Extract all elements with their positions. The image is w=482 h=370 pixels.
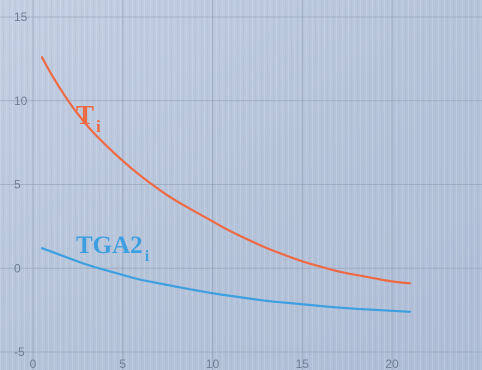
series-label-subscript: i [145,248,150,265]
series-line-t [40,56,412,285]
y-tick-label: 10 [14,94,28,108]
y-tick-label: 0 [14,261,21,275]
y-tick-label: -5 [14,345,25,359]
y-tick-label: 15 [14,10,28,24]
series-label-name: TGA2 [76,232,143,259]
x-tick-label: 0 [30,357,37,370]
series-label-tga2: TGA2 i [76,232,150,265]
y-tick-label: 5 [14,178,21,192]
x-tick-label: 15 [296,357,310,370]
series-line-tga2 [40,247,412,313]
x-tick-label: 10 [206,357,220,370]
tick-labels: 0 5 10 15 20 -5 0 5 10 15 [14,10,399,370]
x-tick-label: 20 [385,357,399,370]
series-lines [40,56,412,313]
series-label-subscript: i [96,117,101,136]
x-tick-label: 5 [119,357,126,370]
series-label-name: T [76,100,94,130]
